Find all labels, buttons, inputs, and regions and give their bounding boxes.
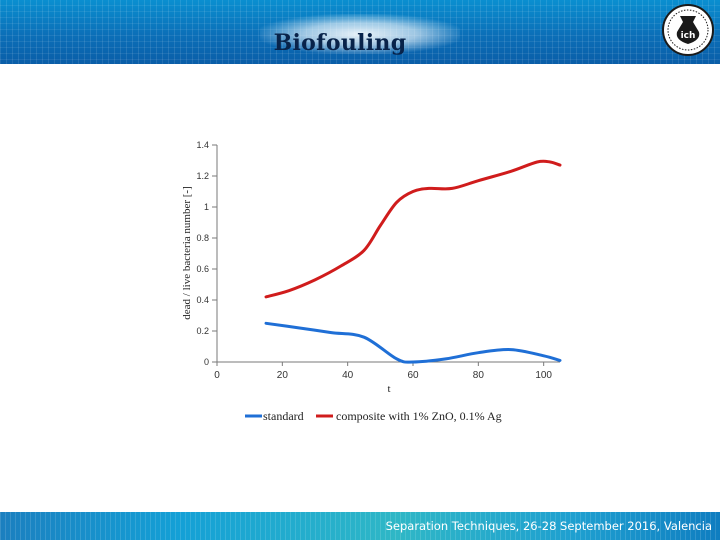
chart-series xyxy=(264,159,562,364)
y-tick-label: 1.4 xyxy=(196,140,209,150)
chart-legend: standard composite with 1% ZnO, 0.1% Ag xyxy=(245,409,502,423)
header-glow xyxy=(260,14,460,54)
y-tick-label: 0.2 xyxy=(196,326,209,336)
x-tick-label: 20 xyxy=(277,370,289,381)
y-tick-label: 0.6 xyxy=(196,264,209,274)
series-line-composite xyxy=(264,159,562,299)
footer-pattern xyxy=(0,512,720,540)
institute-logo: ich xyxy=(662,4,714,56)
y-axis-label: dead / live bacteria number [-] xyxy=(181,186,193,319)
x-tick-label: 40 xyxy=(342,370,354,381)
x-tick-label: 80 xyxy=(473,370,485,381)
logo-text: ich xyxy=(681,31,696,41)
y-tick-label: 0.8 xyxy=(196,233,209,243)
chart-axes: 0 0.2 0.4 0.6 0.8 1 1.2 1.4 0 20 40 60 80 100 xyxy=(196,140,560,381)
footer-text: Separation Techniques, 26-28 September 2… xyxy=(385,519,712,533)
x-tick-label: 0 xyxy=(214,370,220,381)
y-tick-label: 1.2 xyxy=(196,171,209,181)
slide-header: Biofouling ich xyxy=(0,0,720,64)
slide-title: Biofouling xyxy=(273,30,407,56)
y-tick-label: 1 xyxy=(204,202,209,212)
x-axis-label: t xyxy=(387,383,390,395)
x-tick-label: 60 xyxy=(407,370,419,381)
y-tick-label: 0 xyxy=(204,357,209,367)
series-line-standard xyxy=(264,321,562,364)
legend-label: standard xyxy=(263,409,304,423)
slide-footer: Separation Techniques, 26-28 September 2… xyxy=(0,512,720,540)
x-tick-label: 100 xyxy=(535,370,552,381)
y-tick-label: 0.4 xyxy=(196,295,209,305)
legend-label: composite with 1% ZnO, 0.1% Ag xyxy=(336,409,502,423)
